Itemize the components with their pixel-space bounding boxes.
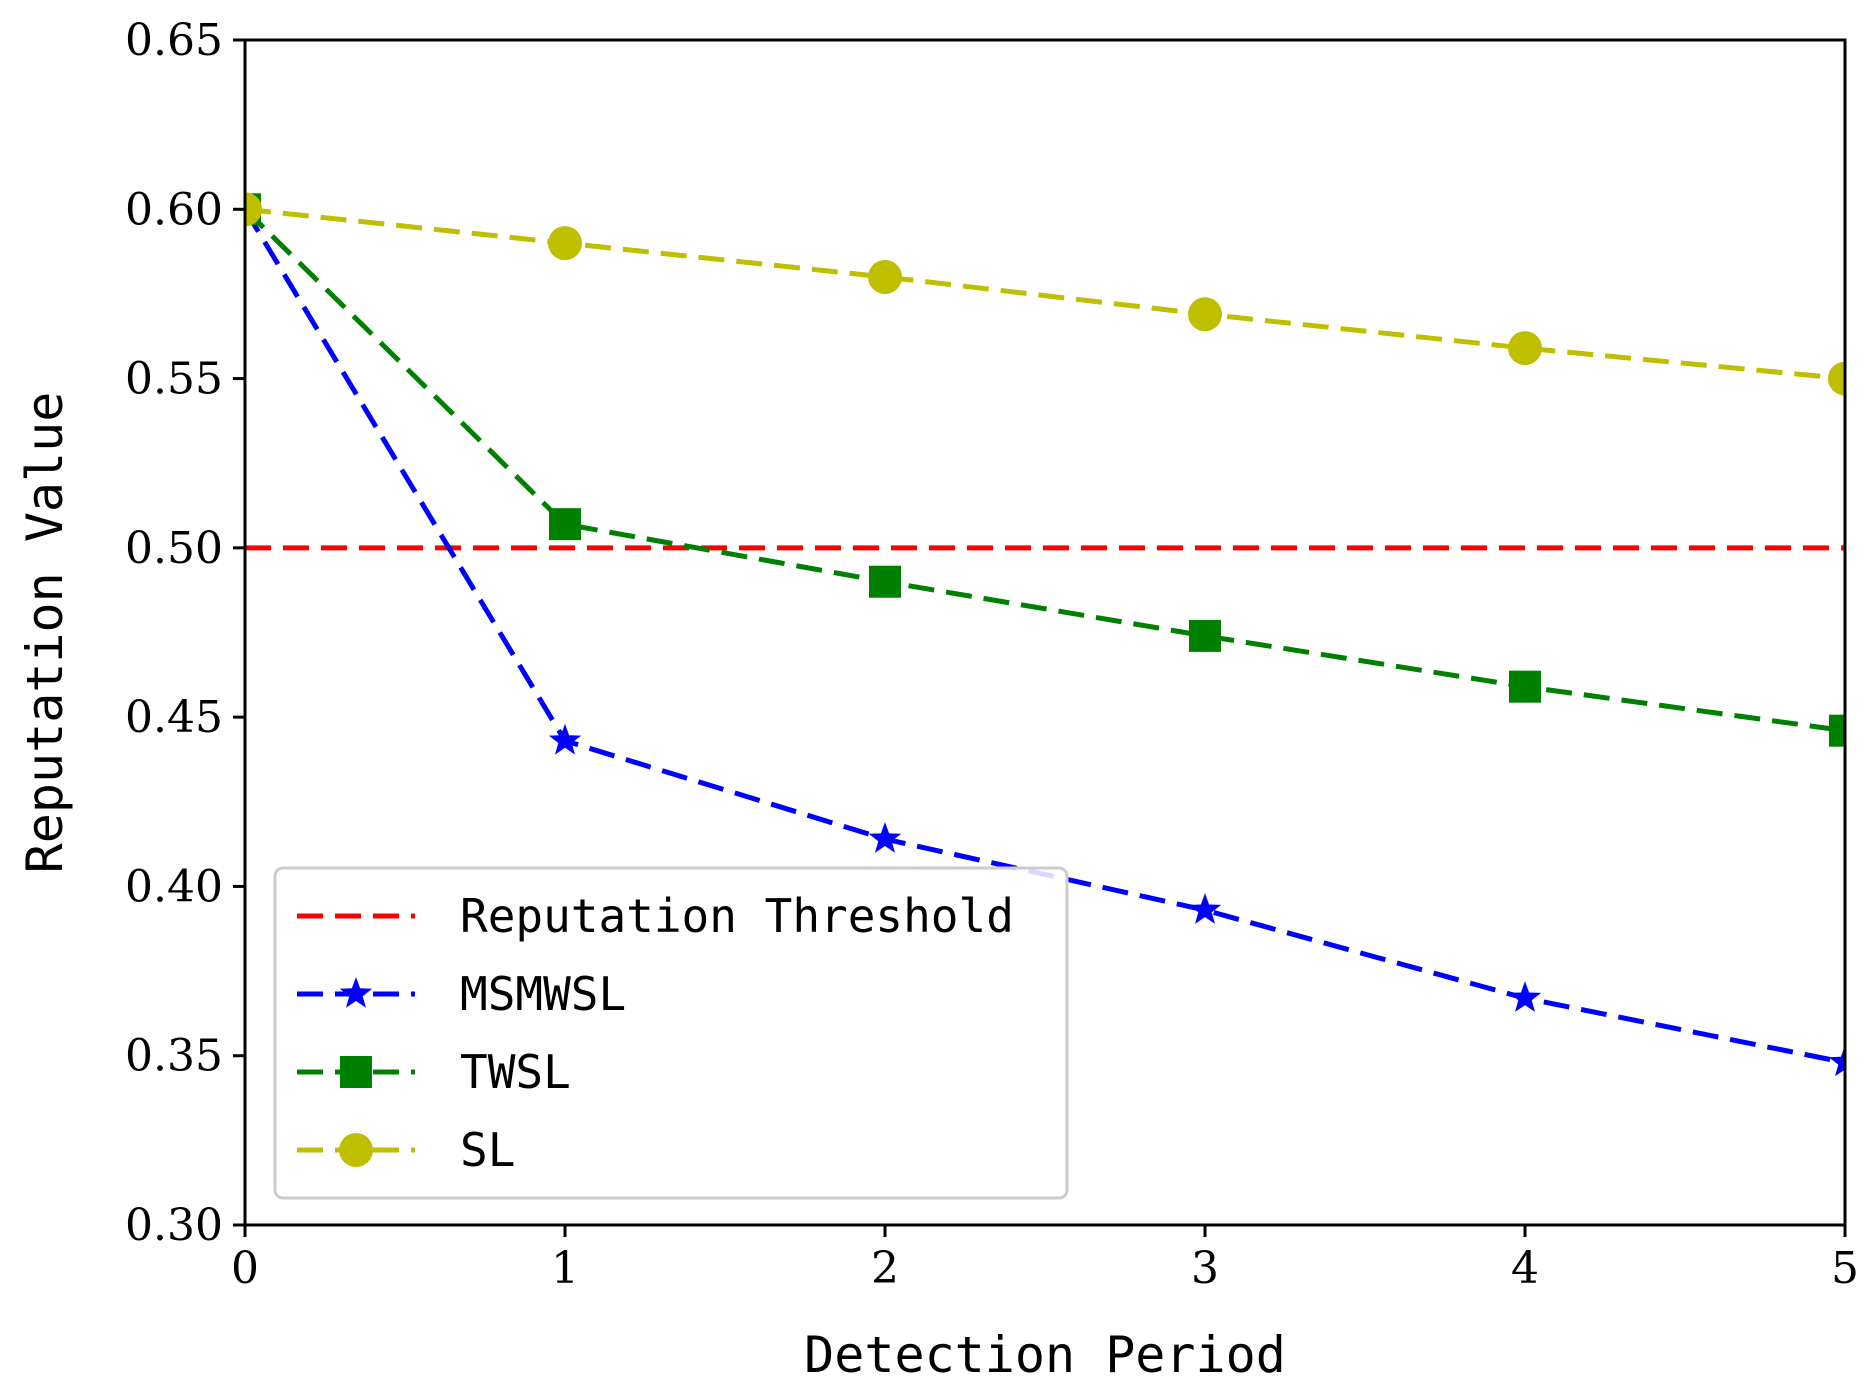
axis-ticks: 0 1 2 3 4 5 0.30 0.35 0.40 0.45 0.50 0.55 0.60 0.65 [125,15,1859,1294]
x-tick-label: 5 [1831,1243,1859,1294]
x-tick-label: 4 [1511,1243,1539,1294]
x-tick-label: 3 [1191,1243,1219,1294]
y-tick-label: 0.65 [125,15,223,66]
legend-label-sl: SL [460,1123,515,1177]
y-tick-label: 0.50 [125,523,223,574]
y-tick-label: 0.35 [125,1031,223,1082]
sl-point [548,226,582,261]
plot-frame [243,38,1847,1227]
msmwsl-point [548,723,582,755]
twsl-point [869,565,901,598]
x-tick-label: 2 [871,1243,899,1294]
twsl-line [245,207,1845,734]
msmwsl-point [1828,1045,1845,1077]
sl-point [1188,297,1222,332]
twsl-point [1829,714,1845,747]
y-tick-label: 0.40 [125,861,223,912]
sl-point [868,260,902,294]
plot-content [245,192,1845,1077]
x-tick-label: 1 [551,1243,579,1294]
sl-point [1508,331,1542,366]
x-axis-label: Detection Period [804,1326,1286,1384]
legend-marker-msmwsl [339,977,373,1008]
legend-label-reputation-threshold: Reputation Threshold [460,889,1014,943]
twsl-point [549,508,581,541]
legend-marker-sl [339,1133,373,1167]
twsl-point [1189,619,1221,652]
legend-marker-twsl [340,1056,372,1088]
y-tick-label: 0.60 [125,184,223,235]
sl-line [245,206,1845,382]
y-tick-label: 0.45 [125,692,223,743]
msmwsl-point [1508,981,1542,1012]
y-tick-label: 0.55 [125,354,223,405]
sl-point [1828,361,1845,396]
twsl-point [1509,670,1541,703]
legend-box [273,866,1069,1200]
x-tick-label: 0 [231,1243,259,1294]
twsl-series [245,193,1845,747]
legend-label-twsl: TWSL [460,1045,571,1099]
legend: Reputation Threshold MSMWSL TWSL SL [273,866,1069,1200]
y-tick-label: 0.30 [125,1200,223,1251]
legend-label-msmwsl: MSMWSL [460,967,626,1021]
y-axis-label: Reputation Value [16,392,74,874]
msmwsl-point [868,822,902,853]
sl-point [245,192,262,227]
sl-series [245,192,1845,396]
msmwsl-point [1188,893,1222,924]
